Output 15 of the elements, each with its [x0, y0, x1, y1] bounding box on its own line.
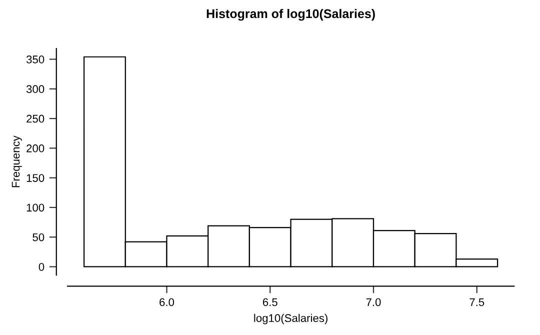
chart-title: Histogram of log10(Salaries)	[206, 8, 375, 21]
x-tick-label: 7.5	[470, 298, 484, 306]
y-axis-title: Frequency	[12, 136, 22, 188]
x-axis-title: log10(Salaries)	[254, 314, 328, 324]
y-tick-label: 350	[26, 56, 44, 64]
y-tick-label: 300	[26, 85, 44, 94]
y-tick-label: 0	[38, 263, 44, 271]
x-tick-label: 6.5	[262, 298, 278, 306]
x-tick-label: 6.0	[160, 298, 174, 306]
x-tick-label: 7.0	[366, 298, 381, 306]
y-tick-label: 200	[26, 144, 44, 152]
y-tick-label: 100	[26, 204, 44, 212]
y-tick-label: 50	[32, 233, 44, 242]
y-tick-label: 250	[26, 114, 44, 123]
y-tick-label: 150	[26, 174, 44, 182]
